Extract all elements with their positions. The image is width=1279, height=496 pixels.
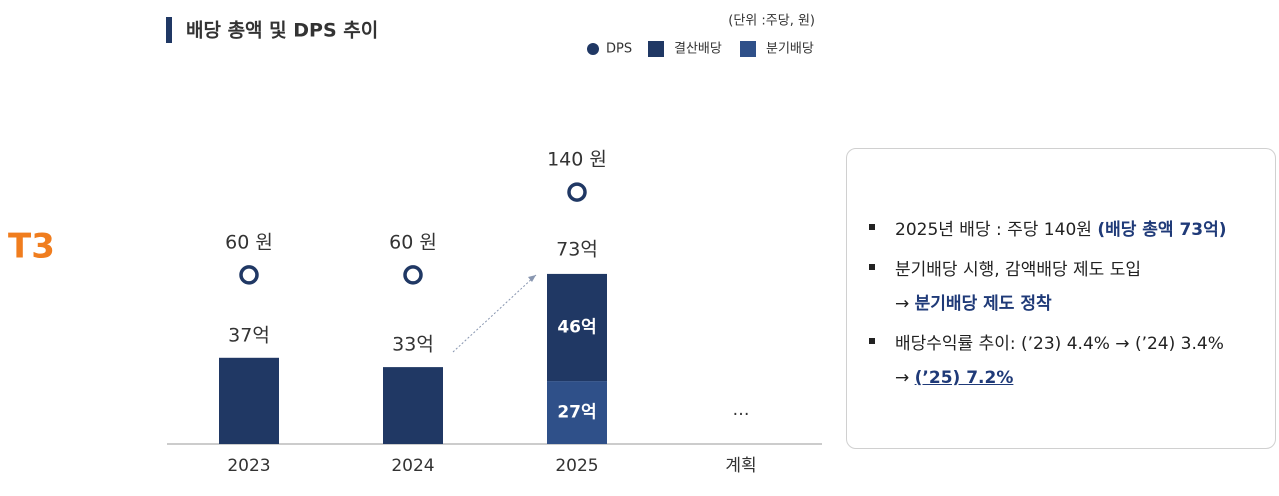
x-tick-label: 2025 <box>555 456 598 476</box>
legend-label: 결산배당 <box>674 42 722 57</box>
bullet-dot <box>869 264 875 270</box>
bar-segment <box>547 381 607 444</box>
bar-segment <box>219 357 279 444</box>
bullet: 배당수익률 추이: (’23) 4.4% → (’24) 3.4% → (’25)… <box>865 327 1275 395</box>
dps-marker <box>403 265 423 285</box>
trend-arrow <box>452 274 537 353</box>
bullet-dot <box>869 224 875 230</box>
bullet-line: 배당수익률 추이: (’23) 4.4% → (’24) 3.4% <box>895 327 1224 361</box>
bullet: 2025년 배당 : 주당 140원 (배당 총액 73억) <box>865 213 1275 247</box>
legend-label: 분기배당 <box>766 42 814 57</box>
bar-value-label: 27억 <box>557 403 596 423</box>
bullet-text: 2025년 배당 : 주당 140원 <box>895 220 1098 240</box>
legend-swatch <box>648 41 664 57</box>
chart-title: 배당 총액 및 DPS 추이 <box>186 20 378 42</box>
logo: T3 <box>8 227 55 267</box>
bullet-text: 분기배당 제도 정착 <box>914 294 1052 314</box>
chart: 배당 총액 및 DPS 추이 (단위 :주당, 원) T3 DPS 결산배당 분기배… <box>8 14 822 476</box>
bullet: 분기배당 시행, 감액배당 제도 도입 → 분기배당 제도 정착 <box>865 253 1275 321</box>
bullet-line: → 분기배당 제도 정착 <box>895 287 1141 321</box>
bar-value-label: 46억 <box>557 318 596 338</box>
trend-arrow-head <box>528 275 536 282</box>
x-tick-label: 2024 <box>391 456 434 476</box>
x-tick-label: 계획 <box>725 456 756 476</box>
bullet-text: 분기배당 시행, 감액배당 제도 도입 <box>895 260 1141 280</box>
bullet-text: 배당수익률 추이: (’23) 4.4% → (’24) 3.4% <box>895 334 1224 354</box>
bullet-text: → <box>895 368 915 388</box>
dps-label: 60 원 <box>225 231 273 253</box>
bullet-line: 분기배당 시행, 감액배당 제도 도입 <box>895 253 1141 287</box>
legend-label: DPS <box>606 42 632 57</box>
x-tick-label: 2023 <box>227 456 270 476</box>
bullet-dot <box>869 338 875 344</box>
plan-note: … <box>733 400 750 420</box>
dps-label: 140 원 <box>547 149 607 171</box>
bar-value-label: 33억 <box>392 334 434 356</box>
bullet-body: 분기배당 시행, 감액배당 제도 도입 → 분기배당 제도 정착 <box>895 253 1141 321</box>
dps-marker <box>239 265 259 285</box>
dps-label: 60 원 <box>389 231 437 253</box>
bullet-text: → <box>895 294 915 314</box>
bullet-text: (’25) 7.2% <box>914 368 1014 388</box>
bullet-line: → (’25) 7.2% <box>895 361 1224 395</box>
bar-segment <box>547 273 607 382</box>
total-label: 73억 <box>556 238 598 260</box>
title-marker <box>166 17 172 43</box>
bar-value-label: 37억 <box>228 324 270 346</box>
bar-segment <box>383 367 443 444</box>
bullet-text: (배당 총액 73억) <box>1097 220 1227 240</box>
bullet-body: 2025년 배당 : 주당 140원 (배당 총액 73억) <box>895 213 1227 247</box>
bullet-body: 배당수익률 추이: (’23) 4.4% → (’24) 3.4% → (’25)… <box>895 327 1224 395</box>
summary-panel: 2025년 배당 : 주당 140원 (배당 총액 73억) 분기배당 시행, 감… <box>846 148 1276 449</box>
legend-marker <box>587 43 599 55</box>
legend-swatch <box>740 41 756 57</box>
dps-marker <box>567 182 587 202</box>
bullet-line: 2025년 배당 : 주당 140원 (배당 총액 73억) <box>895 213 1227 247</box>
unit-note: (단위 :주당, 원) <box>728 14 815 29</box>
